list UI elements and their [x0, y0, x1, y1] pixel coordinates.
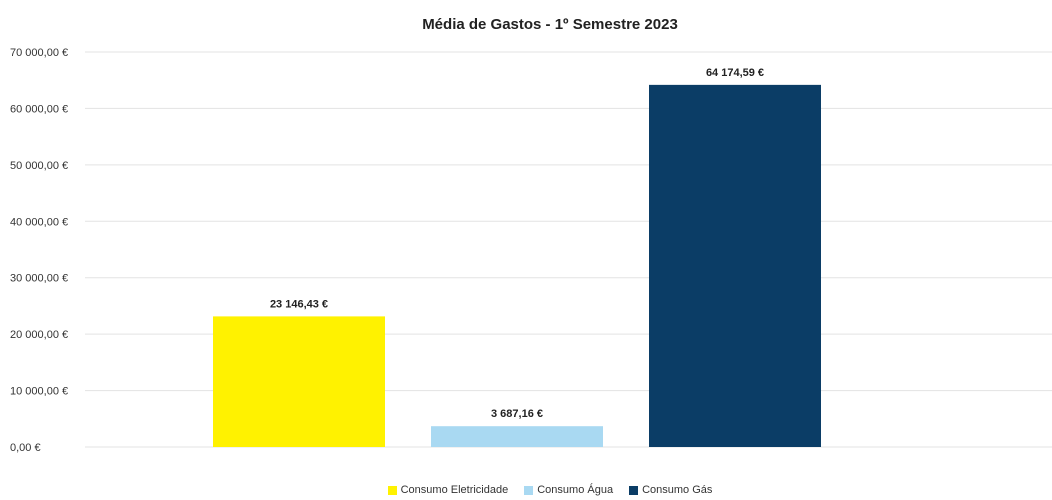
y-tick-label: 50 000,00 €: [10, 160, 68, 172]
legend-label: Consumo Eletricidade: [400, 484, 509, 496]
legend-swatch: [524, 485, 534, 495]
legend-item: Consumo Gás: [629, 484, 712, 496]
y-tick-label: 0,00 €: [10, 442, 41, 454]
legend-swatch: [629, 485, 639, 495]
y-tick-label: 40 000,00 €: [10, 216, 68, 228]
bar-2: [431, 426, 603, 447]
data-label: 23 146,43 €: [270, 298, 328, 310]
data-label: 64 174,59 €: [706, 67, 764, 79]
y-tick-label: 70 000,00 €: [10, 47, 68, 59]
y-tick-label: 30 000,00 €: [10, 273, 68, 285]
legend-swatch: [387, 485, 397, 495]
legend-item: Consumo Água: [524, 484, 613, 496]
bar-3: [649, 84, 821, 448]
legend-item: Consumo Eletricidade: [387, 484, 509, 496]
bar-1: [213, 316, 385, 447]
y-tick-label: 60 000,00 €: [10, 103, 68, 115]
data-label: 3 687,16 €: [491, 408, 543, 420]
y-tick-label: 10 000,00 €: [10, 386, 68, 398]
y-tick-label: 20 000,00 €: [10, 329, 68, 341]
chart-legend: Consumo Eletricidade Consumo Água Consumo …: [0, 484, 1052, 496]
legend-label: Consumo Água: [537, 484, 614, 496]
legend-label: Consumo Gás: [642, 484, 713, 496]
